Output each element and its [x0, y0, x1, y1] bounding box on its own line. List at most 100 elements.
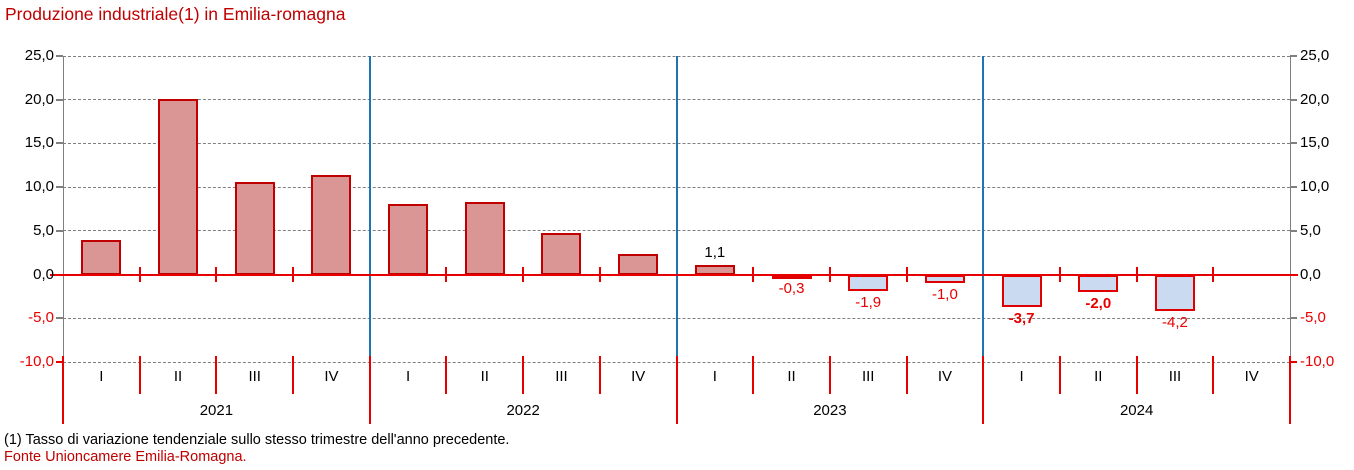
- right-axis-tick: [1290, 317, 1297, 320]
- year-separator-line: [368, 56, 371, 363]
- quarter-label-2022-II: II: [480, 368, 489, 385]
- y-axis-label-right: 0,0: [1300, 265, 1321, 283]
- y-axis-label-left: -10,0: [19, 353, 54, 371]
- year-boundary-line: [982, 356, 985, 424]
- quarter-label-2021-I: I: [99, 368, 104, 385]
- year-boundary-line: [1289, 356, 1291, 424]
- bar-value-label-2024-I: -3,7: [1008, 309, 1035, 327]
- quarter-tick: [1058, 356, 1061, 394]
- y-axis-label-right: -5,0: [1300, 309, 1326, 327]
- y-axis-label-right: 5,0: [1300, 221, 1321, 239]
- quarter-label-2021-III: III: [248, 368, 261, 385]
- zero-line-quarter-tick: [215, 266, 218, 282]
- zero-line-quarter-tick: [598, 266, 601, 282]
- quarter-label-2022-I: I: [406, 368, 411, 385]
- y-axis-label-left: 5,0: [33, 221, 54, 239]
- quarter-label-2024-I: I: [1019, 368, 1024, 385]
- right-axis-tick: [1290, 186, 1297, 189]
- bar-2024-III: [1154, 274, 1195, 312]
- y-axis-label-right: -10,0: [1300, 353, 1335, 371]
- right-axis-tick: [1290, 361, 1297, 364]
- y-axis-label-left: 15,0: [24, 134, 54, 152]
- left-axis-tick: [56, 317, 63, 320]
- right-axis-tick: [1290, 142, 1297, 145]
- bar-value-label-2023-II: -0,3: [778, 280, 805, 298]
- bar-2021-IV: [311, 174, 352, 275]
- quarter-tick: [522, 356, 525, 394]
- bar-2024-I: [1001, 274, 1042, 307]
- bar-value-label-2023-IV: -1,0: [931, 286, 958, 304]
- year-label-2021: 2021: [199, 402, 234, 419]
- quarter-label-2024-IV: IV: [1244, 368, 1259, 385]
- bar-2021-I: [81, 240, 122, 275]
- zero-line-quarter-tick: [752, 266, 755, 282]
- zero-line-quarter-tick: [522, 266, 525, 282]
- y-axis-label-left: 25,0: [24, 47, 54, 64]
- year-separator-line: [675, 56, 678, 363]
- bar-2022-III: [541, 232, 582, 275]
- y-axis-label-right: 10,0: [1300, 178, 1330, 196]
- y-axis-label-right: 20,0: [1300, 90, 1330, 108]
- year-boundary-line: [62, 356, 64, 424]
- footnote-text: (1) Tasso di variazione tendenziale sull…: [4, 432, 510, 448]
- bar-2023-IV: [924, 274, 965, 284]
- left-axis-tick: [56, 55, 63, 57]
- bar-2022-II: [464, 202, 505, 275]
- bar-value-label-2024-II: -2,0: [1085, 295, 1112, 313]
- plot-border-right: [1290, 56, 1291, 363]
- zero-line: [63, 273, 1290, 276]
- year-label-2023: 2023: [813, 402, 847, 419]
- zero-line-quarter-tick: [905, 266, 908, 282]
- right-axis-tick: [1290, 55, 1297, 57]
- bar-2022-IV: [618, 253, 659, 275]
- quarter-label-2022-III: III: [555, 368, 568, 385]
- quarter-label-2021-IV: IV: [324, 368, 339, 385]
- quarter-label-2024-III: III: [1168, 368, 1182, 385]
- left-axis-tick: [56, 229, 63, 232]
- quarter-label-2023-III: III: [861, 368, 875, 385]
- year-boundary-line: [675, 356, 678, 424]
- right-axis-tick: [1284, 273, 1298, 276]
- plot-border-left: [63, 56, 64, 363]
- zero-line-quarter-tick: [445, 266, 448, 282]
- bar-2024-II: [1078, 274, 1119, 293]
- y-axis-label-left: 20,0: [24, 90, 54, 108]
- quarter-tick: [752, 356, 755, 394]
- quarter-label-2023-IV: IV: [937, 368, 952, 385]
- left-axis-tick: [56, 142, 63, 145]
- left-axis-tick: [50, 273, 64, 276]
- bar-2021-II: [158, 98, 199, 275]
- year-label-2022: 2022: [506, 402, 540, 419]
- quarter-label-2021-II: II: [173, 368, 183, 385]
- quarter-tick: [445, 356, 448, 394]
- bar-value-label-2023-III: -1,9: [855, 294, 882, 312]
- zero-line-quarter-tick: [1058, 266, 1061, 282]
- quarter-tick: [905, 356, 908, 394]
- quarter-label-2024-II: II: [1094, 368, 1103, 385]
- year-boundary-line: [368, 356, 371, 424]
- left-axis-tick: [56, 98, 63, 101]
- year-separator-line: [982, 56, 985, 363]
- quarter-tick: [598, 356, 601, 394]
- zero-line-quarter-tick: [1212, 266, 1215, 282]
- left-axis-tick: [56, 361, 63, 364]
- y-axis-label-left: -5,0: [28, 309, 54, 327]
- y-axis-label-left: 0,0: [33, 265, 54, 283]
- quarter-tick: [215, 356, 218, 394]
- quarter-tick: [828, 356, 831, 394]
- zero-line-quarter-tick: [138, 266, 141, 282]
- zero-line-quarter-tick: [1135, 266, 1138, 282]
- quarter-tick: [1135, 356, 1138, 394]
- chart-title: Produzione industriale(1) in Emilia-roma…: [5, 4, 346, 24]
- source-text: Fonte Unioncamere Emilia-Romagna.: [4, 449, 247, 465]
- year-label-2024: 2024: [1119, 402, 1154, 419]
- quarter-label-2023-I: I: [712, 368, 717, 385]
- y-axis-label-right: 25,0: [1300, 47, 1330, 64]
- y-axis-label-right: 15,0: [1300, 134, 1330, 152]
- right-axis-tick: [1290, 98, 1297, 101]
- bar-value-label-2024-III: -4,2: [1162, 314, 1188, 332]
- quarter-tick: [138, 356, 141, 394]
- y-axis-label-left: 10,0: [24, 178, 54, 196]
- left-axis-tick: [56, 186, 63, 189]
